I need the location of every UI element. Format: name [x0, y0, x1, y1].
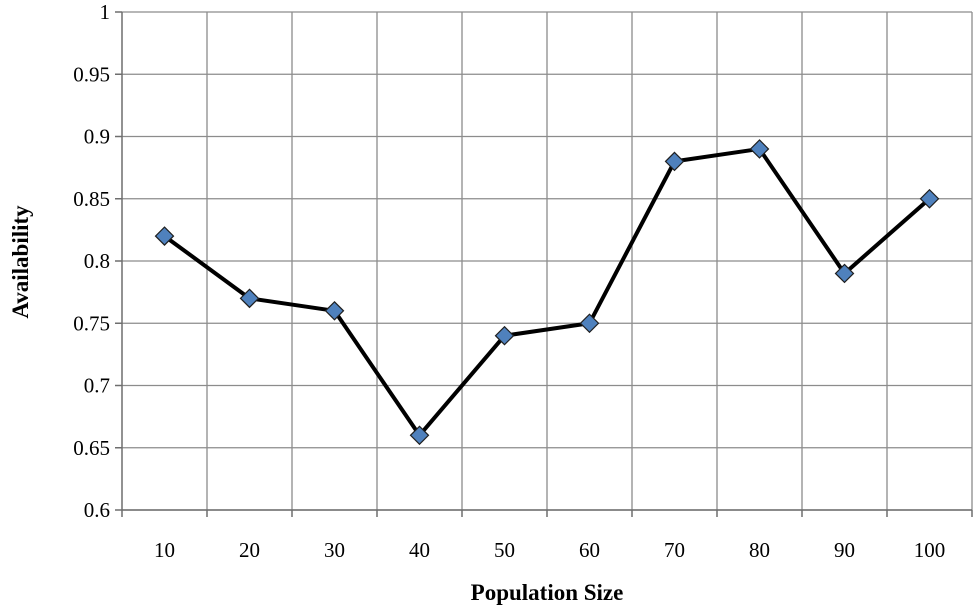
- x-tick-label: 30: [324, 538, 345, 562]
- y-axis-title: Availability: [8, 205, 33, 319]
- x-axis-title: Population Size: [471, 580, 624, 605]
- series: [154, 139, 940, 446]
- y-tick-label: 0.9: [84, 125, 110, 149]
- x-tick-label: 20: [239, 538, 260, 562]
- x-tick-label: 90: [834, 538, 855, 562]
- y-tick-label: 0.65: [73, 436, 110, 460]
- x-tick-label: 50: [494, 538, 515, 562]
- y-tick-labels: 0.6 0.65 0.7 0.75 0.8 0.85 0.9 0.95 1: [73, 0, 110, 522]
- data-point-marker: [579, 313, 600, 334]
- data-point-marker: [324, 300, 345, 321]
- y-tick-label: 0.6: [84, 498, 110, 522]
- data-point-marker: [239, 288, 260, 309]
- y-tick-label: 1: [100, 0, 111, 24]
- y-tick-label: 0.8: [84, 249, 110, 273]
- y-tick-label: 0.95: [73, 62, 110, 86]
- data-point-marker: [834, 263, 855, 284]
- data-point-marker: [919, 188, 940, 209]
- x-tick-label: 100: [914, 538, 946, 562]
- grid: [122, 11, 973, 511]
- data-point-marker: [664, 151, 685, 172]
- x-tick-label: 70: [664, 538, 685, 562]
- series-line: [163, 146, 931, 438]
- x-tick-label: 60: [579, 538, 600, 562]
- data-point-marker: [494, 325, 515, 346]
- x-tick-label: 80: [749, 538, 770, 562]
- y-tick-label: 0.7: [84, 374, 110, 398]
- data-point-marker: [409, 425, 430, 446]
- data-point-marker: [749, 139, 770, 159]
- y-tick-label: 0.85: [73, 187, 110, 211]
- x-tick-label: 40: [409, 538, 430, 562]
- x-tick-labels: 10 20 30 40 50 60 70 80 90 100: [154, 538, 945, 562]
- x-tick-label: 10: [154, 538, 175, 562]
- y-tick-label: 0.75: [73, 311, 110, 335]
- axes: [115, 11, 973, 517]
- data-point-marker: [154, 226, 175, 246]
